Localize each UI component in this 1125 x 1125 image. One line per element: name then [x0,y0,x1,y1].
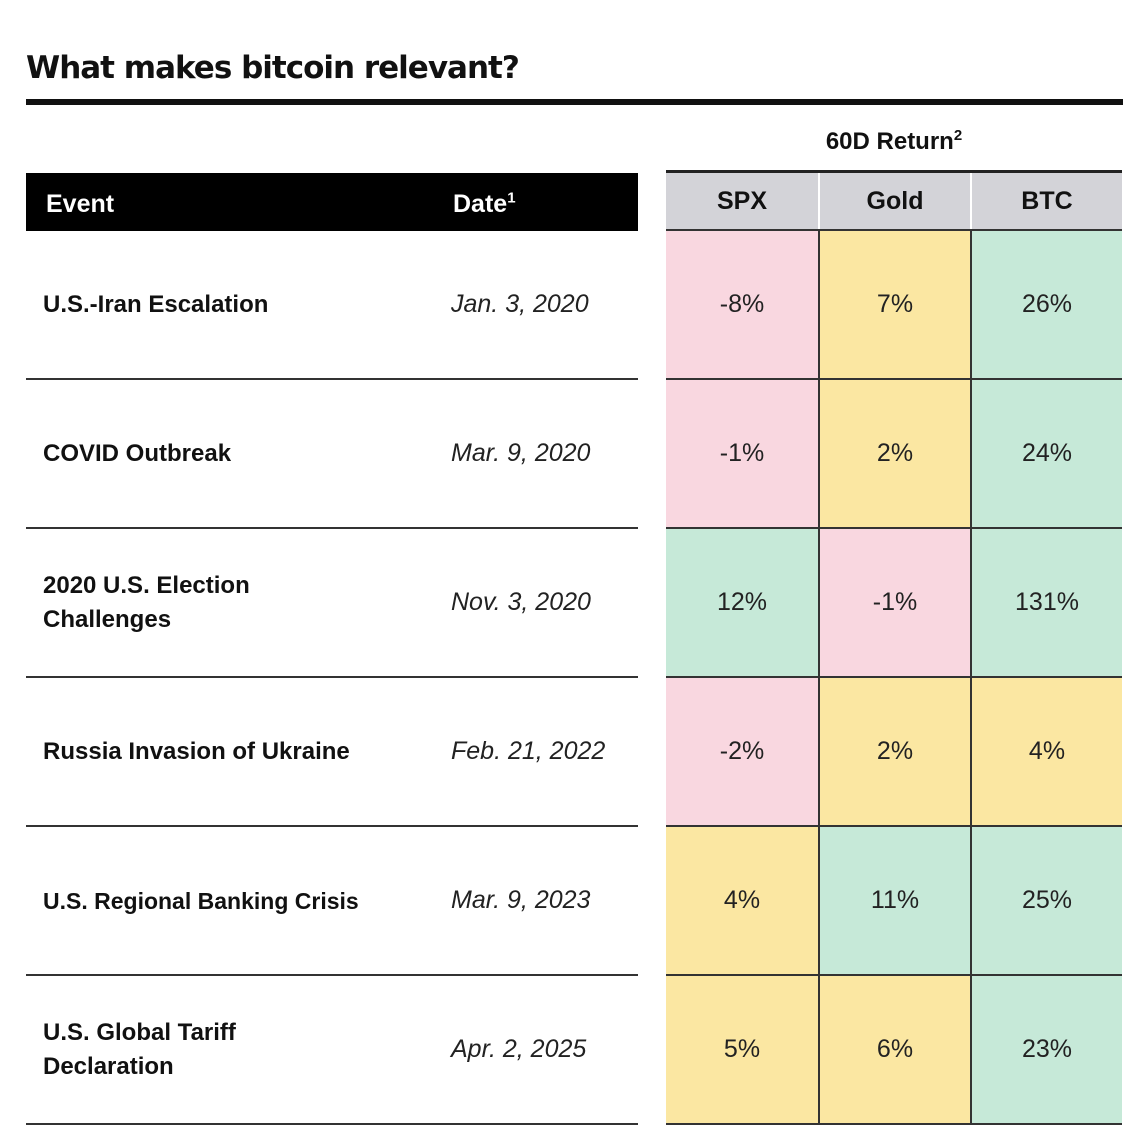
event-column-header: Event [46,190,115,218]
btc-return-cell: 24% [970,380,1122,529]
table-row: Russia Invasion of Ukraine Feb. 21, 2022… [0,678,1125,827]
row-divider [26,378,638,380]
row-divider [26,527,638,529]
event-name: U.S. Global Tariff Declaration [43,1018,236,1080]
row-divider [26,676,638,678]
return-group-header: 60D Return2 [666,128,1122,156]
event-date-header: Event Date1 [26,173,638,231]
event-name: U.S. Regional Banking Crisis [43,887,359,914]
event-name: Russia Invasion of Ukraine [43,737,350,765]
spx-return-cell: 5% [666,976,818,1125]
spx-column-header: SPX [716,186,768,215]
gold-return-cell: -1% [818,529,970,678]
btc-return-cell: 4% [970,678,1122,827]
event-name: COVID Outbreak [43,439,232,467]
event-date: Mar. 9, 2023 [451,886,591,914]
row-divider [26,1123,638,1125]
event-date: Nov. 3, 2020 [451,588,591,616]
table-row: U.S. Global Tariff Declaration Apr. 2, 2… [0,976,1125,1125]
gold-return-cell: 7% [818,231,970,380]
spx-return-cell: 12% [666,529,818,678]
gold-column-header: Gold [818,173,970,229]
spx-return-cell: -1% [666,380,818,529]
event-date: Jan. 3, 2020 [451,290,589,318]
btc-return-cell: 25% [970,827,1122,976]
btc-column-header: BTC [970,173,1122,229]
date-footnote-marker: 1 [507,189,516,207]
title-rule [26,99,1123,105]
table-row: U.S. Regional Banking Crisis Mar. 9, 202… [0,827,1125,976]
gold-return-cell: 2% [818,380,970,529]
return-group-label: 60D Return [825,128,954,155]
spx-return-cell: 4% [666,827,818,976]
table-row: COVID Outbreak Mar. 9, 2020 -1% 2% 24% [0,380,1125,529]
btc-return-cell: 131% [970,529,1122,678]
date-column-header: Date1 [453,190,516,219]
event-name: U.S.-Iran Escalation [43,290,269,318]
group-header-rule [666,170,1122,173]
table-row: 2020 U.S. Election Challenges Nov. 3, 20… [0,529,1125,678]
gold-return-cell: 6% [818,976,970,1125]
spx-return-cell: -2% [666,678,818,827]
event-date: Feb. 21, 2022 [451,737,606,765]
row-divider [26,825,638,827]
gold-return-cell: 2% [818,678,970,827]
btc-return-cell: 26% [970,231,1122,380]
asset-column-headers: SPX Gold BTC [666,173,1122,231]
btc-return-cell: 23% [970,976,1122,1125]
row-divider [26,974,638,976]
event-name: 2020 U.S. Election Challenges [43,571,250,633]
event-date: Apr. 2, 2025 [451,1035,587,1063]
page-title: What makes bitcoin relevant? [26,50,520,86]
spx-return-cell: -8% [666,231,818,380]
return-footnote-marker: 2 [953,127,963,144]
date-header-label: Date [453,190,508,218]
table-row: U.S.-Iran Escalation Jan. 3, 2020 -8% 7%… [0,231,1125,380]
gold-return-cell: 11% [818,827,970,976]
event-date: Mar. 9, 2020 [451,439,591,467]
